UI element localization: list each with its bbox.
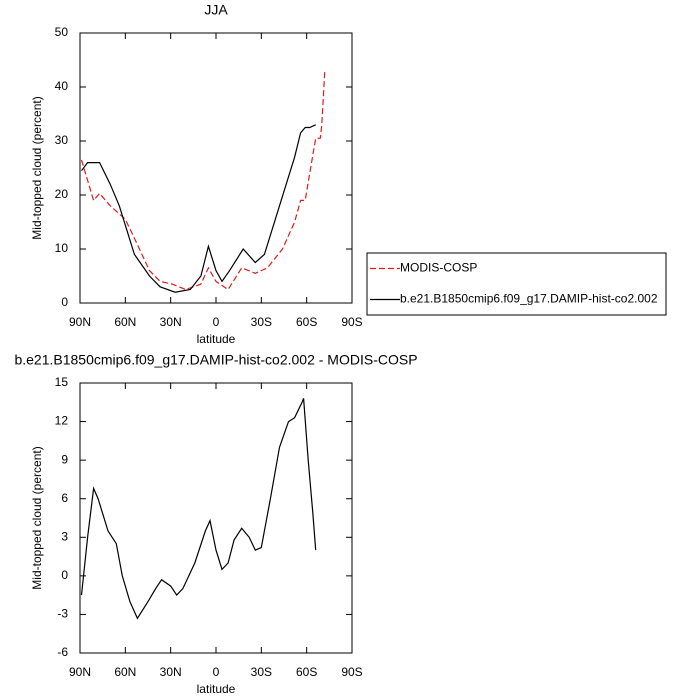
data-line [81, 124, 316, 293]
x-tick-label: 60N [114, 315, 136, 329]
y-tick-label: -3 [57, 607, 68, 621]
x-tick-label: 90S [341, 665, 362, 679]
x-tick-label: 30S [251, 665, 272, 679]
chart-title: b.e21.B1850cmip6.f09_g17.DAMIP-hist-co2.… [14, 352, 417, 368]
x-tick-label: 90S [341, 315, 362, 329]
x-tick-label: 30S [251, 315, 272, 329]
x-tick-label: 30N [160, 315, 182, 329]
legend-label: b.e21.B1850cmip6.f09_g17.DAMIP-hist-co2.… [400, 292, 658, 306]
chart-title: JJA [204, 2, 228, 18]
x-tick-label: 0 [213, 665, 220, 679]
y-tick-label: 40 [55, 79, 69, 93]
x-tick-label: 30N [160, 665, 182, 679]
legend-box [366, 252, 667, 316]
y-tick-label: 12 [55, 414, 69, 428]
y-axis-label: Mid-topped cloud (percent) [30, 96, 44, 239]
x-tick-label: 60S [296, 665, 317, 679]
y-tick-label: 9 [61, 452, 68, 466]
y-tick-label: 30 [55, 133, 69, 147]
y-axis-label: Mid-topped cloud (percent) [30, 446, 44, 589]
y-tick-label: 0 [61, 295, 68, 309]
data-line [80, 70, 326, 291]
x-tick-label: 60S [296, 315, 317, 329]
y-tick-label: 6 [61, 491, 68, 505]
x-tick-label: 0 [213, 315, 220, 329]
legend-label: MODIS-COSP [400, 261, 477, 275]
data-line [80, 398, 317, 620]
y-tick-label: 0 [61, 568, 68, 582]
plot-frame [79, 32, 353, 304]
y-tick-label: 3 [61, 529, 68, 543]
x-tick-label: 60N [114, 665, 136, 679]
x-axis-label: latitude [197, 682, 236, 696]
y-tick-label: 10 [55, 241, 69, 255]
x-tick-label: 90N [69, 665, 91, 679]
x-tick-label: 90N [69, 315, 91, 329]
y-tick-label: 50 [55, 25, 69, 39]
y-tick-label: 15 [55, 375, 69, 389]
y-tick-label: -6 [57, 645, 68, 659]
plot-frame [79, 382, 353, 654]
x-axis-label: latitude [197, 332, 236, 346]
y-tick-label: 20 [55, 187, 69, 201]
